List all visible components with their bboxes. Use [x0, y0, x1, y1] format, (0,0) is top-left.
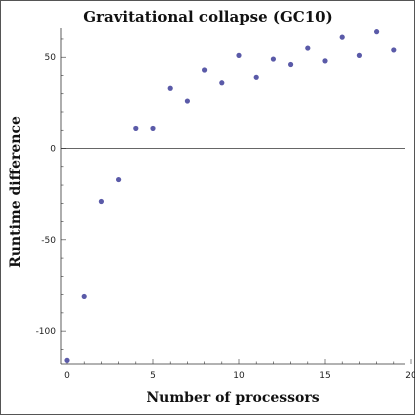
- data-point: [374, 29, 380, 35]
- y-tick-label: 50: [45, 53, 57, 63]
- data-point: [98, 198, 104, 205]
- data-point: [288, 61, 294, 68]
- x-tick-label: 0: [64, 371, 70, 381]
- x-tick-label: 15: [319, 371, 330, 381]
- y-axis-label: Runtime difference: [8, 116, 24, 268]
- data-point: [356, 52, 362, 58]
- chart-title: Gravitational collapse (GC10): [83, 8, 332, 26]
- data-points: [64, 29, 397, 363]
- data-point: [391, 47, 397, 53]
- data-point: [184, 98, 190, 104]
- data-point: [64, 357, 70, 363]
- data-point: [202, 67, 208, 73]
- data-point: [133, 125, 139, 132]
- data-point: [322, 58, 328, 64]
- data-point: [305, 45, 311, 51]
- x-axis-label: Number of processors: [146, 390, 319, 406]
- data-point: [116, 176, 122, 183]
- data-point: [150, 125, 156, 132]
- data-point: [339, 34, 345, 40]
- y-tick-label: -50: [41, 236, 56, 246]
- data-point: [270, 56, 276, 62]
- y-tick-label: -100: [36, 327, 57, 337]
- x-tick-label: 10: [233, 371, 245, 381]
- data-point: [81, 293, 87, 300]
- y-tick-label: 0: [50, 145, 56, 155]
- x-tick-label: 20: [405, 371, 415, 381]
- data-point: [253, 74, 259, 80]
- ticks: 0 5 10 15 20 -100 -50 0 50: [36, 38, 415, 381]
- data-point: [236, 52, 242, 58]
- data-point: [219, 80, 225, 86]
- data-point: [167, 85, 173, 91]
- axes: [60, 28, 405, 365]
- x-tick-label: 5: [150, 371, 156, 381]
